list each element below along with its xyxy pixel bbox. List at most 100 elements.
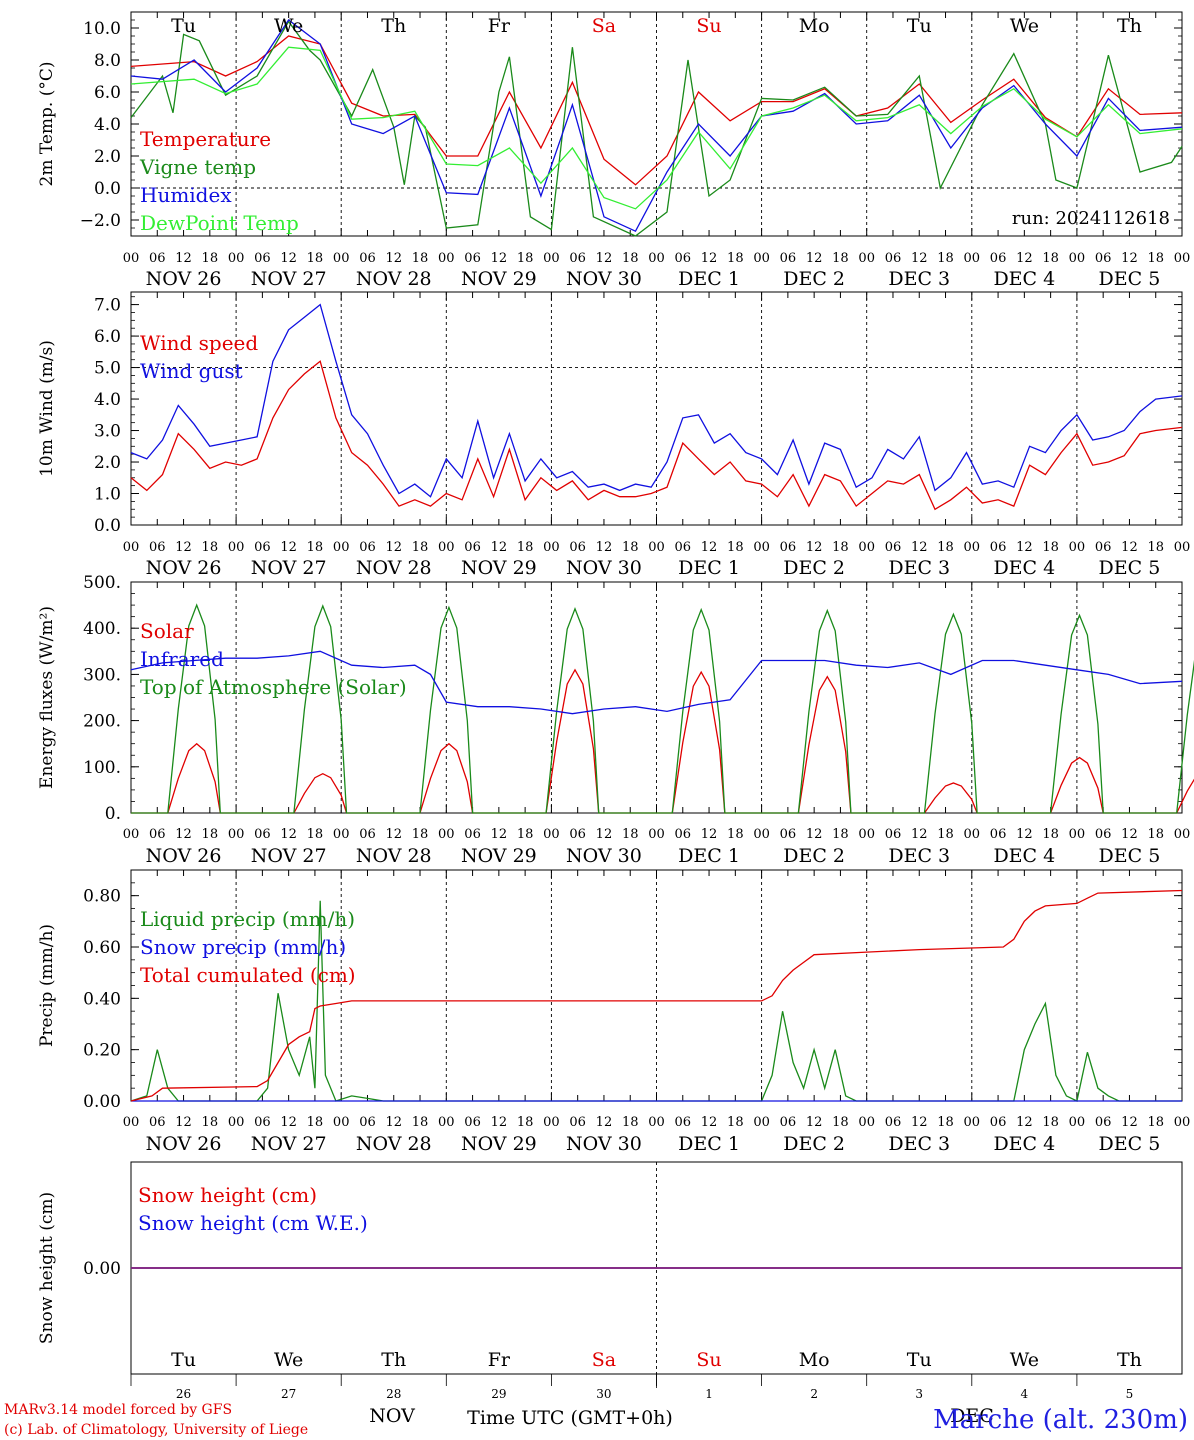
hour-label: 18 — [412, 251, 429, 266]
hour-label: 18 — [517, 827, 534, 842]
y-tick-label: 3.0 — [94, 422, 121, 442]
hour-label: 06 — [675, 251, 692, 266]
hour-label: 00 — [228, 540, 245, 555]
date-label: NOV 30 — [566, 1133, 642, 1155]
hour-label: 06 — [254, 251, 271, 266]
date-label: NOV 28 — [356, 1133, 432, 1155]
hour-label: 00 — [753, 251, 770, 266]
y-tick-label: −2.0 — [80, 211, 121, 231]
hour-label: 00 — [964, 827, 981, 842]
hour-label: 00 — [438, 827, 455, 842]
hour-label: 12 — [911, 827, 928, 842]
series-line-wind-gust — [130, 303, 1183, 498]
hour-label: 12 — [280, 827, 297, 842]
date-label: NOV 27 — [251, 845, 327, 867]
hour-label: 12 — [596, 540, 613, 555]
credit-line: (c) Lab. of Climatology, University of L… — [4, 1422, 308, 1438]
hour-label: 12 — [1121, 1115, 1138, 1130]
y-tick-label: 0.20 — [83, 1041, 121, 1061]
chart-panel-1: −2.0 0.0 2.0 4.0 6.0 8.0 10.0 2m Temp. (°C) Temp… — [37, 11, 1191, 290]
hour-label: 18 — [307, 1115, 324, 1130]
day-name: Tu — [171, 1349, 196, 1371]
hour-label: 00 — [123, 251, 140, 266]
hour-label: 12 — [806, 540, 823, 555]
date-label: DEC 5 — [1099, 557, 1161, 579]
hour-label: 18 — [412, 1115, 429, 1130]
hour-label: 18 — [517, 540, 534, 555]
hour-label: 18 — [202, 1115, 219, 1130]
date-label: DEC 2 — [783, 557, 845, 579]
hour-label: 06 — [359, 540, 376, 555]
hour-label: 18 — [937, 251, 954, 266]
date-label: NOV 30 — [566, 268, 642, 290]
hour-label: 06 — [464, 827, 481, 842]
hour-label: 12 — [1016, 540, 1033, 555]
y-tick-label: 0.00 — [83, 1092, 121, 1112]
day-number: 26 — [176, 1387, 191, 1401]
hour-label: 12 — [280, 251, 297, 266]
hour-label: 00 — [1069, 827, 1086, 842]
legend-entry: Infrared — [140, 647, 224, 671]
date-label: DEC 5 — [1099, 1133, 1161, 1155]
date-label: DEC 3 — [888, 1133, 950, 1155]
day-number: 29 — [491, 1387, 506, 1401]
date-label: NOV 28 — [356, 845, 432, 867]
date-label: NOV 27 — [251, 1133, 327, 1155]
day-name: Th — [1117, 1349, 1142, 1371]
y-axis-label: 2m Temp. (°C) — [37, 61, 57, 186]
hour-label: 18 — [412, 540, 429, 555]
hour-label: 06 — [569, 540, 586, 555]
hour-label: 00 — [1174, 251, 1191, 266]
hour-label: 18 — [622, 827, 639, 842]
hour-label: 06 — [780, 827, 797, 842]
y-tick-label: 2.0 — [94, 453, 121, 473]
legend-entry: Vigne temp — [139, 155, 256, 179]
date-label: NOV 29 — [461, 845, 537, 867]
hour-label: 00 — [753, 827, 770, 842]
hour-label: 00 — [123, 1115, 140, 1130]
plot-frame — [130, 11, 1183, 237]
hour-label: 00 — [228, 1115, 245, 1130]
date-label: NOV 30 — [566, 845, 642, 867]
hour-label: 00 — [964, 251, 981, 266]
hour-label: 12 — [280, 540, 297, 555]
series-line-wind-speed — [130, 360, 1183, 511]
hour-label: 18 — [622, 251, 639, 266]
day-name: Fr — [488, 1349, 511, 1371]
hour-label: 00 — [858, 1115, 875, 1130]
y-axis-label: Energy fluxes (W/m²) — [37, 606, 57, 789]
legend-entry: Liquid precip (mm/h) — [140, 907, 355, 931]
date-label: NOV 26 — [146, 1133, 222, 1155]
hour-label: 00 — [228, 827, 245, 842]
date-label: NOV 30 — [566, 557, 642, 579]
legend-entry: Snow height (cm W.E.) — [138, 1211, 368, 1235]
hour-label: 06 — [464, 251, 481, 266]
hour-label: 12 — [806, 827, 823, 842]
y-tick-label: 6.0 — [94, 327, 121, 347]
date-label: DEC 1 — [678, 1133, 740, 1155]
hour-label: 00 — [333, 251, 350, 266]
date-label: NOV 28 — [356, 557, 432, 579]
hour-label: 00 — [753, 1115, 770, 1130]
legend-entry: Total cumulated (cm) — [140, 963, 356, 987]
hour-label: 06 — [885, 1115, 902, 1130]
day-name: Th — [381, 15, 406, 37]
day-name: We — [274, 15, 303, 37]
x-axis-title: Time UTC (GMT+0h) — [467, 1407, 673, 1429]
y-tick-label: 2.0 — [94, 147, 121, 167]
hour-label: 06 — [149, 827, 166, 842]
y-tick-label: 300. — [83, 665, 121, 685]
date-label: DEC 4 — [993, 845, 1055, 867]
hour-label: 12 — [1121, 540, 1138, 555]
hour-label: 00 — [648, 540, 665, 555]
hour-label: 18 — [202, 540, 219, 555]
hour-label: 12 — [175, 540, 192, 555]
location-label: Marche (alt. 230m) — [933, 1405, 1188, 1435]
hour-label: 12 — [911, 251, 928, 266]
hour-label: 18 — [1147, 1115, 1164, 1130]
hour-label: 18 — [307, 251, 324, 266]
legend-entry: Wind gust — [140, 359, 243, 383]
legend-entry: Solar — [140, 619, 194, 643]
hour-label: 12 — [806, 1115, 823, 1130]
